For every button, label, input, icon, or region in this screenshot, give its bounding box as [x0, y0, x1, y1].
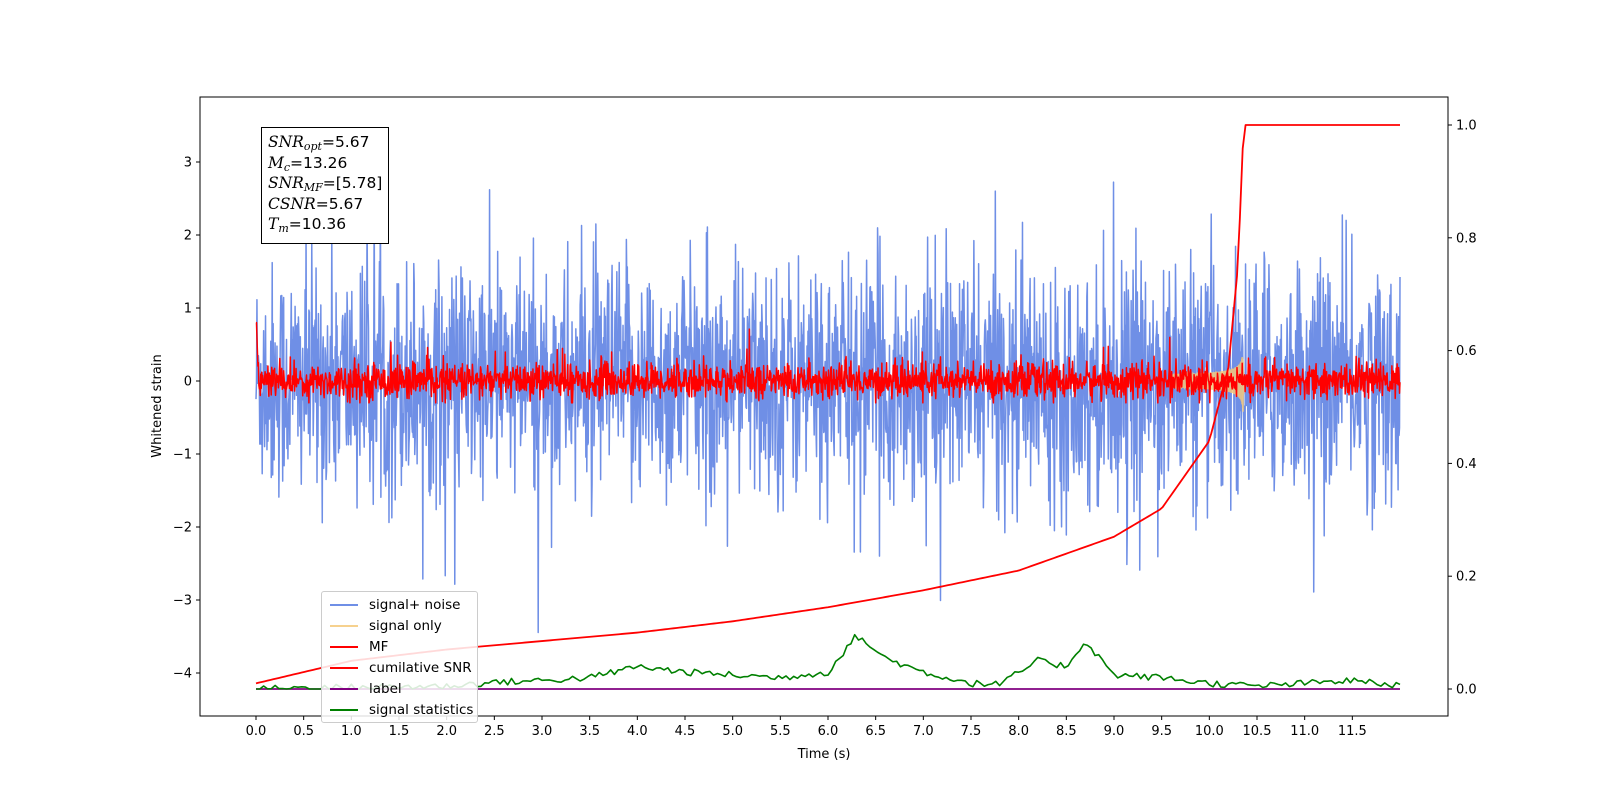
x-tick-label: 3.5 [579, 724, 600, 739]
annotation-value: =13.26 [290, 153, 348, 172]
x-tick-label: 1.0 [341, 724, 362, 739]
y-tick-label: −4 [173, 667, 192, 682]
x-tick-label: 4.0 [627, 724, 648, 739]
x-tick-label: 8.5 [1056, 724, 1077, 739]
annotation-box: SNRopt=5.67 Mc=13.26 SNRMF=[5.78] CSNR=5.67… [261, 127, 389, 244]
x-tick-label: 3.0 [532, 724, 553, 739]
annotation-value: =5.67 [315, 194, 364, 213]
y-tick-label: −2 [173, 521, 192, 536]
y-tick-label: 0 [184, 375, 192, 390]
legend-item: signal only [322, 615, 477, 636]
y-right-tick-label: 0.8 [1456, 231, 1477, 246]
x-tick-label: 11.0 [1290, 724, 1319, 739]
legend-swatch [330, 645, 358, 648]
legend-swatch [330, 666, 358, 669]
annotation-line: CSNR=5.67 [268, 194, 382, 215]
x-tick-label: 9.5 [1151, 724, 1172, 739]
legend-label: label [369, 680, 402, 697]
legend-swatch [330, 624, 358, 627]
x-tick-label: 2.5 [484, 724, 505, 739]
y-right-tick-label: 0.2 [1456, 570, 1477, 585]
x-axis: 0.0 0.5 1.0 1.5 2.0 2.5 3.0 3.5 4.0 4.5 5.0 5.5 6.0 6… [246, 716, 1367, 739]
y-tick-label: −3 [173, 594, 192, 609]
x-tick-label: 8.0 [1008, 724, 1029, 739]
legend-item: signal+ noise [322, 594, 477, 615]
annotation-line: Tm=10.36 [268, 214, 382, 235]
legend-label: cumilative SNR [369, 659, 472, 676]
annotation-value: =10.36 [288, 215, 347, 233]
x-tick-label: 10.5 [1243, 724, 1272, 739]
x-tick-label: 0.5 [293, 724, 314, 739]
annotation-subscript: MF [303, 181, 323, 194]
annotation-value: =5.67 [321, 133, 370, 151]
series-mf [255, 321, 1401, 404]
y-axis-right: 0.0 0.2 0.4 0.6 0.8 1.0 [1448, 119, 1477, 698]
x-tick-label: 7.5 [961, 724, 982, 739]
legend-swatch [330, 687, 358, 690]
legend-label: signal only [369, 617, 442, 634]
y-tick-label: −1 [173, 448, 192, 463]
x-tick-label: 11.5 [1338, 724, 1367, 739]
legend: signal+ noise signal only MF cumilative SNR… [321, 591, 478, 723]
legend-item: cumilative SNR [322, 657, 477, 678]
annotation-line: Mc=13.26 [268, 153, 382, 174]
plot-frame [199, 96, 1449, 717]
x-tick-label: 5.5 [770, 724, 791, 739]
y-right-tick-label: 0.4 [1456, 457, 1477, 472]
annotation-subscript: c [283, 160, 291, 174]
annotation-symbol: T [268, 215, 279, 233]
legend-swatch [330, 603, 358, 606]
annotation-value: =[5.78] [322, 174, 383, 192]
annotation-symbol: CSNR [268, 194, 316, 213]
legend-swatch [330, 708, 358, 711]
annotation-line: SNRMF=[5.78] [268, 173, 382, 194]
y-right-tick-label: 1.0 [1456, 119, 1477, 134]
y-tick-label: 2 [184, 229, 192, 244]
legend-item: label [322, 678, 477, 699]
legend-item: signal statistics [322, 699, 477, 720]
annotation-subscript: opt [303, 140, 322, 153]
y-axis-left: −4 −3 −2 −1 0 1 2 3 [173, 156, 200, 682]
y-right-tick-label: 0.6 [1456, 344, 1477, 359]
x-axis-label: Time (s) [797, 747, 851, 762]
x-tick-label: 2.0 [436, 724, 457, 739]
x-tick-label: 7.0 [913, 724, 934, 739]
x-tick-label: 10.0 [1195, 724, 1224, 739]
x-tick-label: 5.0 [722, 724, 743, 739]
legend-label: signal+ noise [369, 596, 461, 613]
y-right-tick-label: 0.0 [1456, 683, 1477, 698]
legend-label: MF [369, 638, 389, 655]
x-tick-label: 6.0 [818, 724, 839, 739]
x-tick-label: 0.0 [246, 724, 267, 739]
legend-label: signal statistics [369, 701, 474, 718]
y-tick-label: 3 [184, 156, 192, 171]
annotation-symbol: SNR [268, 174, 304, 192]
x-tick-label: 6.5 [865, 724, 886, 739]
annotation-line: SNRopt=5.67 [268, 132, 382, 153]
x-tick-label: 1.5 [389, 724, 410, 739]
y-tick-label: 1 [184, 302, 192, 317]
x-tick-label: 9.0 [1104, 724, 1125, 739]
annotation-subscript: m [278, 222, 289, 235]
annotation-symbol: SNR [268, 133, 304, 151]
annotation-symbol: M [268, 153, 284, 172]
legend-item: MF [322, 636, 477, 657]
y-axis-label: Whitened strain [150, 354, 165, 457]
x-tick-label: 4.5 [675, 724, 696, 739]
